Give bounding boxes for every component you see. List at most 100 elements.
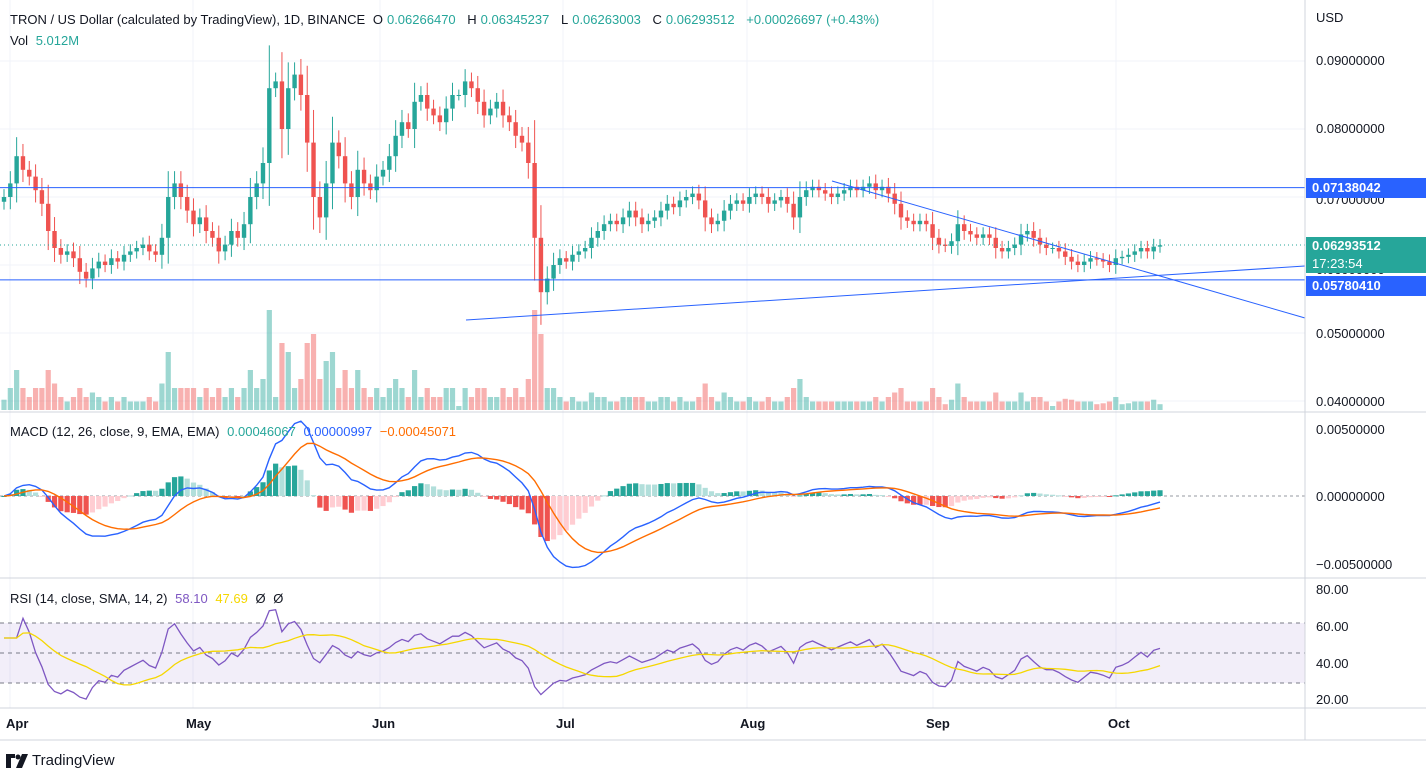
macd-histogram-bar xyxy=(835,494,841,496)
macd-histogram-bar xyxy=(1018,495,1024,497)
month-label-jul: Jul xyxy=(556,716,575,731)
volume-bar xyxy=(140,401,146,410)
macd-histogram-bar xyxy=(607,491,614,496)
macd-histogram-bar xyxy=(96,496,102,510)
volume-bar xyxy=(77,388,83,410)
volume-bar xyxy=(911,401,917,410)
macd-histogram-bar xyxy=(734,491,740,496)
volume-bar xyxy=(228,388,235,410)
macd-histogram-bar xyxy=(683,482,689,496)
candle-body xyxy=(620,217,626,225)
candle-body xyxy=(728,203,733,211)
macd-histogram-bar xyxy=(961,496,967,501)
macd-histogram-bar xyxy=(563,496,569,531)
macd-histogram-bar xyxy=(418,483,424,496)
volume-bar xyxy=(241,388,247,410)
macd-histogram-bar xyxy=(1100,496,1106,497)
candle-body xyxy=(431,108,436,116)
volume-bar xyxy=(336,388,342,410)
rsi-tick: 60.00 xyxy=(1316,619,1349,634)
macd-histogram-bar xyxy=(405,490,411,496)
candle-body xyxy=(665,203,670,211)
macd-histogram-bar xyxy=(772,492,778,496)
candle-body xyxy=(797,197,803,218)
month-label-apr: Apr xyxy=(6,716,29,731)
macd-histogram-bar xyxy=(1151,490,1157,496)
candle-body xyxy=(147,244,152,252)
candle-body xyxy=(1018,234,1024,245)
macd-histogram-bar xyxy=(923,496,929,505)
macd-histogram-bar xyxy=(14,489,20,496)
macd-histogram-bar xyxy=(948,496,955,507)
volume-bar xyxy=(443,388,449,410)
candle-body xyxy=(867,183,872,187)
tradingview-logo[interactable]: TradingView xyxy=(6,752,115,769)
volume-bar xyxy=(664,397,670,410)
candle-body xyxy=(14,156,19,184)
volume-bar xyxy=(1043,401,1049,410)
candle-body xyxy=(526,142,531,163)
candle-body xyxy=(418,95,424,102)
volume-bar xyxy=(942,404,948,410)
macd-histogram-bar xyxy=(260,482,266,496)
candle-body xyxy=(835,193,841,197)
candle-body xyxy=(999,248,1005,252)
volume-bar xyxy=(146,397,152,410)
macd-histogram-bar xyxy=(437,489,443,496)
macd-histogram-bar xyxy=(329,496,336,508)
volume-bar xyxy=(165,352,171,410)
candle-body xyxy=(229,231,234,245)
volume-bar xyxy=(1005,401,1011,410)
volume-bar xyxy=(1138,401,1144,410)
volume-bar xyxy=(772,401,778,410)
candle-body xyxy=(374,176,379,191)
candle-body xyxy=(102,261,108,265)
macd-histogram-bar xyxy=(386,496,392,503)
symbol-title: TRON / US Dollar (calculated by TradingV… xyxy=(10,12,366,27)
rsi-null-2: Ø xyxy=(273,591,284,606)
volume-bar xyxy=(727,397,734,410)
macd-histogram-bar xyxy=(620,486,626,496)
macd-histogram-bar xyxy=(525,496,531,514)
ohlc-low: L 0.06263003 xyxy=(560,12,641,27)
volume-bar xyxy=(1050,406,1056,410)
candle-body xyxy=(475,88,480,102)
candle-body xyxy=(235,231,240,238)
candle-body xyxy=(1113,258,1118,265)
candle-body xyxy=(810,186,815,191)
candle-body xyxy=(159,237,165,255)
candle-body xyxy=(27,169,32,177)
volume-bar xyxy=(266,310,272,410)
volume-bar xyxy=(1151,399,1157,410)
rsi-tick: 40.00 xyxy=(1316,656,1349,671)
candle-body xyxy=(601,224,607,231)
candle-body xyxy=(1126,254,1131,257)
volume-bar xyxy=(405,397,411,410)
candle-body xyxy=(1107,261,1112,265)
macd-histogram-bar xyxy=(1037,493,1043,496)
macd-histogram-bar xyxy=(336,496,342,507)
macd-histogram-bar xyxy=(936,496,942,508)
volume-bar xyxy=(929,388,936,410)
volume-bar xyxy=(178,388,184,410)
candle-body xyxy=(766,197,771,204)
trendline-drawings[interactable] xyxy=(0,180,1306,321)
macd-histogram-bar xyxy=(841,494,847,496)
macd-histogram-bar xyxy=(399,492,405,496)
macd-histogram-bar xyxy=(449,489,456,496)
macd-histogram-bar xyxy=(1005,496,1011,499)
macd-histogram-bar xyxy=(1081,496,1087,499)
volume-bar xyxy=(317,379,323,410)
descending-trendline xyxy=(831,180,1306,319)
candle-body xyxy=(456,95,462,96)
candle-body xyxy=(886,186,891,194)
macd-histogram-bar xyxy=(1062,496,1068,497)
rsi-ma-line xyxy=(4,632,1161,686)
candle-body xyxy=(1094,258,1100,260)
volume-bar xyxy=(247,370,253,410)
rsi-ma-value: 47.69 xyxy=(215,591,248,606)
macd-tick: 0.00000000 xyxy=(1316,489,1385,504)
volume-bar xyxy=(1087,401,1094,410)
macd-histogram-bar xyxy=(658,483,664,496)
